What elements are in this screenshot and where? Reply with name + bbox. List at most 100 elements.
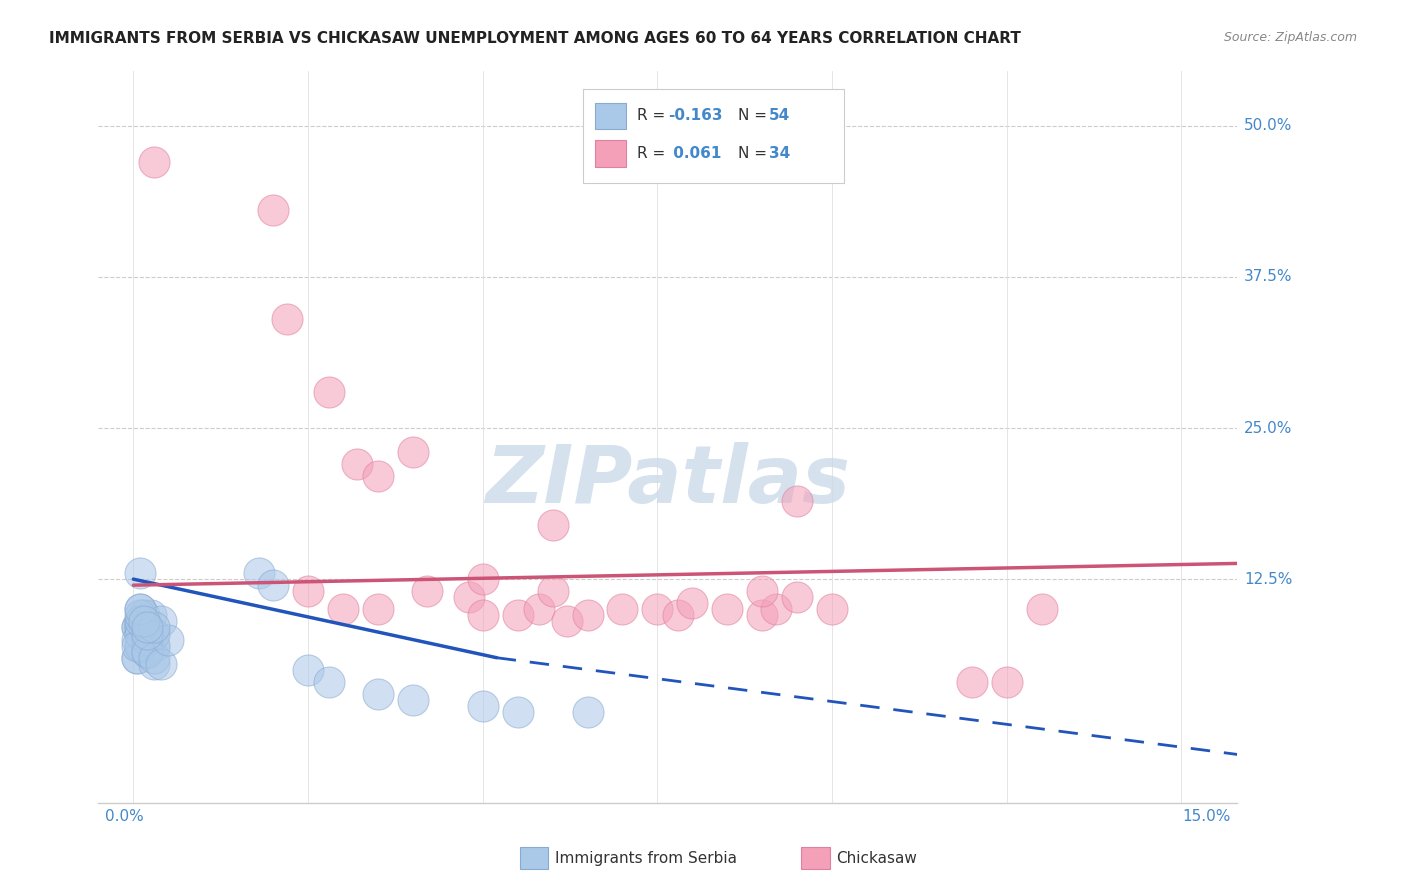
Point	[136, 645, 159, 659]
Point	[367, 469, 389, 483]
Point	[402, 693, 425, 707]
Point	[143, 639, 166, 653]
Point	[576, 608, 599, 623]
Point	[555, 615, 578, 629]
Point	[612, 602, 634, 616]
Point	[346, 457, 368, 471]
Point	[132, 620, 155, 634]
Point	[960, 674, 983, 689]
Point	[136, 645, 159, 659]
Point	[576, 705, 599, 719]
Point	[666, 608, 689, 623]
Text: -0.163: -0.163	[668, 109, 723, 123]
Point	[136, 645, 159, 659]
Text: 34: 34	[769, 146, 790, 161]
Text: 25.0%: 25.0%	[1244, 420, 1292, 435]
Point	[786, 493, 808, 508]
Point	[125, 620, 148, 634]
Point	[129, 608, 152, 623]
Text: 12.5%: 12.5%	[1244, 572, 1292, 587]
Point	[332, 602, 354, 616]
Text: R =: R =	[637, 109, 671, 123]
Point	[367, 687, 389, 701]
Point	[136, 632, 159, 647]
Point	[139, 608, 162, 623]
Point	[457, 591, 479, 605]
Text: N =: N =	[738, 109, 772, 123]
Point	[143, 626, 166, 640]
Text: IMMIGRANTS FROM SERBIA VS CHICKASAW UNEMPLOYMENT AMONG AGES 60 TO 64 YEARS CORRE: IMMIGRANTS FROM SERBIA VS CHICKASAW UNEM…	[49, 31, 1021, 46]
Point	[132, 615, 155, 629]
Point	[765, 602, 787, 616]
Point	[276, 312, 298, 326]
Point	[132, 608, 155, 623]
Point	[506, 608, 529, 623]
Text: 0.0%: 0.0%	[105, 809, 145, 824]
Point	[125, 650, 148, 665]
Point	[125, 632, 148, 647]
Point	[129, 602, 152, 616]
Point	[297, 584, 319, 599]
Point	[471, 608, 494, 623]
Point	[716, 602, 738, 616]
Point	[129, 615, 152, 629]
Point	[143, 639, 166, 653]
Point	[262, 203, 284, 218]
Point	[786, 591, 808, 605]
Point	[471, 572, 494, 586]
Text: Chickasaw: Chickasaw	[837, 851, 918, 865]
Point	[129, 626, 152, 640]
Point	[136, 632, 159, 647]
Point	[136, 645, 159, 659]
Point	[647, 602, 669, 616]
Text: 54: 54	[769, 109, 790, 123]
Point	[125, 639, 148, 653]
Point	[751, 608, 773, 623]
Point	[318, 674, 340, 689]
Point	[143, 657, 166, 671]
Point	[136, 626, 159, 640]
Point	[262, 578, 284, 592]
Point	[129, 615, 152, 629]
Text: 15.0%: 15.0%	[1182, 809, 1230, 824]
Point	[143, 620, 166, 634]
Text: Immigrants from Serbia: Immigrants from Serbia	[555, 851, 737, 865]
Point	[129, 566, 152, 580]
Point	[129, 620, 152, 634]
Point	[247, 566, 270, 580]
Text: Source: ZipAtlas.com: Source: ZipAtlas.com	[1223, 31, 1357, 45]
Point	[821, 602, 844, 616]
Point	[129, 620, 152, 634]
Point	[136, 632, 159, 647]
Point	[125, 620, 148, 634]
Point	[527, 602, 550, 616]
Point	[1031, 602, 1053, 616]
Point	[143, 650, 166, 665]
Point	[402, 445, 425, 459]
Point	[157, 632, 180, 647]
Text: ZIPatlas: ZIPatlas	[485, 442, 851, 520]
Point	[751, 584, 773, 599]
Point	[129, 639, 152, 653]
Point	[150, 615, 173, 629]
Point	[132, 626, 155, 640]
Point	[541, 584, 564, 599]
Text: 37.5%: 37.5%	[1244, 269, 1292, 285]
Point	[506, 705, 529, 719]
Point	[150, 657, 173, 671]
Point	[367, 602, 389, 616]
Text: 50.0%: 50.0%	[1244, 119, 1292, 133]
Point	[143, 626, 166, 640]
Point	[143, 155, 166, 169]
Point	[681, 596, 703, 610]
Point	[129, 602, 152, 616]
Text: N =: N =	[738, 146, 772, 161]
Point	[995, 674, 1018, 689]
Text: R =: R =	[637, 146, 671, 161]
Point	[129, 615, 152, 629]
Point	[318, 384, 340, 399]
Point	[136, 620, 159, 634]
Point	[125, 650, 148, 665]
Point	[541, 517, 564, 532]
Point	[129, 639, 152, 653]
